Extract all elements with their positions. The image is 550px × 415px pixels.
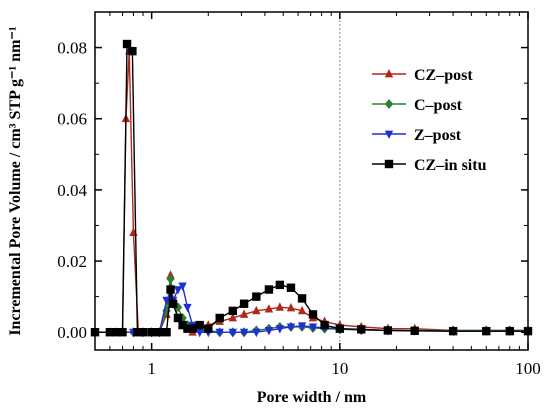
y-tick-label: 0.06: [57, 110, 87, 129]
legend-entry: CZ–post: [372, 67, 473, 84]
legend-label: Z–post: [414, 127, 462, 144]
data-point: [168, 299, 178, 308]
legend-entry: C–post: [372, 97, 463, 114]
data-point: [239, 328, 249, 338]
data-point: [264, 285, 274, 294]
legend-label: C–post: [414, 97, 463, 114]
x-tick-label: 1: [147, 359, 156, 378]
data-point: [357, 325, 366, 334]
data-point: [264, 304, 274, 313]
data-point: [162, 296, 171, 306]
data-point: [112, 328, 121, 337]
data-point: [252, 305, 261, 315]
data-point: [166, 285, 175, 294]
data-point: [173, 286, 183, 295]
legend-entry: Z–post: [372, 127, 462, 144]
data-point: [275, 302, 285, 311]
data-point: [138, 328, 148, 337]
data-point: [410, 326, 419, 335]
data-point: [195, 328, 204, 338]
data-point: [286, 303, 296, 312]
data-point: [297, 294, 307, 303]
data-point: [215, 313, 224, 323]
plot-frame: [94, 11, 529, 351]
legend: CZ–post C–post Z–post CZ–in situ: [372, 67, 487, 174]
data-point: [275, 280, 285, 290]
legend-label: CZ–post: [414, 67, 473, 84]
data-point: [173, 313, 183, 323]
y-tick-label: 0.08: [57, 39, 87, 58]
series-line: [95, 41, 528, 333]
series-line: [95, 51, 528, 334]
data-point: [122, 39, 132, 49]
series-3: [90, 39, 533, 337]
data-point: [482, 326, 491, 336]
data-point: [275, 325, 285, 334]
data-point: [105, 328, 115, 337]
data-point: [147, 328, 156, 337]
data-point: [252, 328, 261, 338]
data-point: [239, 299, 249, 308]
legend-marker: [384, 69, 394, 78]
x-tick-label: 10: [331, 359, 348, 378]
data-point: [297, 322, 307, 331]
data-point: [195, 320, 204, 330]
data-point: [166, 273, 175, 284]
data-point: [188, 324, 197, 333]
legend-entry: CZ–in situ: [372, 157, 487, 174]
data-point: [183, 324, 192, 333]
axes: 1 10 100 0.00 0.02 0.04 0.06 0.08: [57, 12, 541, 378]
data-point: [297, 305, 307, 315]
y-tick-label: 0.04: [57, 181, 87, 200]
series-layer: [90, 39, 533, 338]
data-point: [320, 320, 329, 330]
y-axis-label: Incremental Pore Volume / cm³ STP g⁻¹ nm…: [7, 26, 24, 336]
data-point: [118, 328, 127, 337]
data-point: [308, 310, 318, 319]
data-point: [228, 328, 238, 338]
data-point: [215, 328, 224, 338]
series-0: [90, 46, 533, 336]
data-point: [286, 323, 296, 332]
data-point: [128, 46, 137, 56]
data-point: [183, 303, 192, 313]
legend-marker: [384, 99, 394, 109]
data-point: [228, 306, 238, 316]
legend-marker: [384, 159, 394, 169]
x-axis-label: Pore width / nm: [257, 389, 367, 406]
data-point: [264, 327, 274, 336]
data-point: [505, 326, 514, 336]
legend-label: CZ–in situ: [414, 157, 487, 174]
data-point: [308, 323, 318, 332]
data-point: [204, 324, 213, 333]
data-point: [239, 309, 249, 318]
y-tick-label: 0.00: [57, 323, 87, 342]
legend-marker: [384, 130, 394, 139]
x-tick-label: 100: [515, 359, 541, 378]
data-point: [286, 283, 296, 292]
data-point: [252, 292, 261, 301]
data-point: [155, 328, 164, 337]
y-tick-label: 0.02: [57, 252, 87, 271]
data-point: [133, 328, 142, 337]
data-point: [162, 328, 171, 337]
data-point: [178, 320, 187, 330]
data-point: [448, 326, 458, 336]
data-point: [178, 282, 187, 291]
data-point: [383, 326, 393, 335]
data-point: [335, 324, 345, 333]
data-point: [228, 312, 238, 322]
